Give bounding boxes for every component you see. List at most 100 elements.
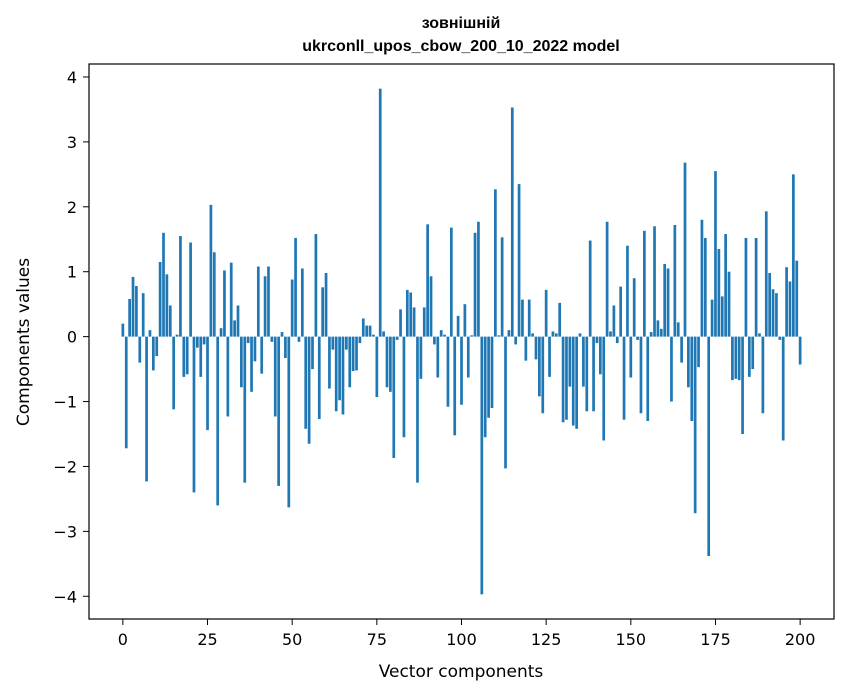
bar-75 — [375, 336, 379, 397]
bar-36 — [243, 336, 247, 483]
bar-78 — [385, 336, 389, 388]
bar-120 — [527, 299, 531, 337]
bar-82 — [399, 309, 402, 337]
bar-50 — [290, 279, 294, 337]
x-tick-label: 125 — [531, 630, 562, 649]
bar-46 — [277, 336, 280, 486]
bar-3 — [131, 276, 135, 337]
bar-34 — [236, 305, 240, 337]
y-tick-label: 4 — [67, 68, 77, 87]
bar-64 — [338, 336, 341, 401]
bar-101 — [463, 304, 467, 337]
bar-11 — [158, 261, 162, 337]
y-tick-label: −4 — [53, 587, 77, 606]
bar-136 — [582, 336, 585, 387]
bar-44 — [270, 336, 274, 342]
bar-178 — [724, 234, 727, 337]
bar-129 — [558, 302, 562, 337]
bar-31 — [226, 336, 230, 417]
chart-title-line2: ukrconll_upos_cbow_200_10_2022 model — [302, 38, 619, 55]
bar-154 — [643, 230, 646, 337]
bar-38 — [250, 336, 253, 392]
bar-42 — [263, 276, 267, 337]
bar-173 — [707, 336, 711, 557]
bar-47 — [280, 332, 284, 337]
bar-139 — [592, 336, 595, 412]
bar-9 — [151, 336, 155, 371]
bar-196 — [785, 267, 788, 337]
bar-131 — [565, 336, 568, 420]
bar-23 — [199, 336, 203, 377]
bar-15 — [172, 336, 176, 410]
bar-55 — [307, 336, 311, 444]
bar-122 — [534, 336, 538, 360]
bar-43 — [267, 266, 270, 337]
bar-85 — [409, 292, 413, 337]
bar-62 — [331, 336, 335, 350]
bar-106 — [480, 336, 484, 595]
bar-70 — [358, 336, 362, 344]
bar-116 — [514, 336, 518, 345]
bar-0 — [121, 323, 125, 337]
bar-159 — [659, 328, 663, 337]
bar-123 — [538, 336, 541, 397]
bar-158 — [656, 320, 660, 337]
bar-132 — [568, 336, 572, 387]
bar-89 — [422, 307, 426, 337]
bar-137 — [585, 336, 589, 412]
bar-165 — [680, 336, 683, 363]
bar-135 — [578, 333, 582, 337]
bar-152 — [636, 336, 639, 340]
bar-67 — [348, 336, 352, 388]
bar-14 — [168, 305, 172, 337]
bar-2 — [128, 298, 131, 337]
bar-104 — [473, 232, 477, 337]
chart-title-line1: зовнішній — [422, 15, 501, 32]
x-tick-label: 200 — [785, 630, 816, 649]
bar-59 — [321, 287, 325, 337]
bar-167 — [687, 336, 690, 388]
bar-121 — [531, 333, 534, 337]
bar-119 — [524, 336, 528, 361]
bar-4 — [135, 286, 138, 337]
bar-69 — [355, 336, 358, 371]
bar-174 — [710, 299, 714, 337]
bar-18 — [182, 336, 186, 377]
bar-73 — [368, 325, 372, 337]
bar-22 — [196, 336, 199, 348]
bar-195 — [781, 336, 785, 441]
bar-60 — [324, 273, 328, 337]
bar-181 — [734, 336, 738, 379]
bar-21 — [192, 336, 196, 493]
bar-164 — [676, 322, 680, 337]
bar-102 — [466, 336, 470, 378]
y-tick-label: −3 — [53, 522, 77, 541]
bar-7 — [145, 336, 148, 482]
bar-160 — [663, 263, 667, 337]
bar-148 — [622, 336, 626, 420]
bar-99 — [456, 315, 460, 337]
bar-147 — [619, 286, 623, 337]
bar-16 — [175, 334, 179, 337]
bar-161 — [666, 268, 670, 337]
bar-146 — [615, 336, 619, 344]
x-axis-label: Vector components — [379, 662, 544, 682]
x-tick-label: 25 — [197, 630, 217, 649]
bar-192 — [771, 289, 775, 337]
bar-96 — [446, 336, 450, 407]
bar-115 — [510, 107, 514, 337]
bar-13 — [165, 274, 169, 337]
bar-74 — [372, 334, 375, 337]
bar-37 — [246, 336, 250, 344]
bar-117 — [517, 184, 521, 337]
bar-191 — [768, 273, 772, 337]
bar-56 — [311, 336, 314, 370]
bar-126 — [548, 336, 551, 377]
bar-153 — [639, 336, 643, 414]
bar-76 — [378, 88, 382, 337]
bar-113 — [504, 336, 507, 469]
bar-94 — [439, 330, 443, 337]
bar-157 — [653, 226, 656, 337]
bar-143 — [605, 221, 609, 337]
